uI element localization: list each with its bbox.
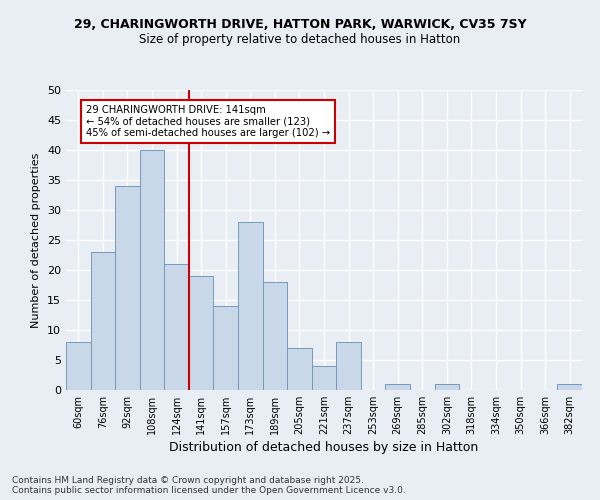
Text: 29, CHARINGWORTH DRIVE, HATTON PARK, WARWICK, CV35 7SY: 29, CHARINGWORTH DRIVE, HATTON PARK, WAR…	[74, 18, 526, 30]
Bar	[91, 252, 115, 390]
Bar	[312, 366, 336, 390]
Text: Size of property relative to detached houses in Hatton: Size of property relative to detached ho…	[139, 32, 461, 46]
Bar	[287, 348, 312, 390]
Bar	[263, 282, 287, 390]
Bar	[385, 384, 410, 390]
Text: Contains HM Land Registry data © Crown copyright and database right 2025.
Contai: Contains HM Land Registry data © Crown c…	[12, 476, 406, 495]
X-axis label: Distribution of detached houses by size in Hatton: Distribution of detached houses by size …	[169, 441, 479, 454]
Y-axis label: Number of detached properties: Number of detached properties	[31, 152, 41, 328]
Bar	[557, 384, 582, 390]
Bar	[238, 222, 263, 390]
Bar	[140, 150, 164, 390]
Bar	[189, 276, 214, 390]
Bar	[164, 264, 189, 390]
Bar	[214, 306, 238, 390]
Bar	[66, 342, 91, 390]
Bar	[115, 186, 140, 390]
Text: 29 CHARINGWORTH DRIVE: 141sqm
← 54% of detached houses are smaller (123)
45% of : 29 CHARINGWORTH DRIVE: 141sqm ← 54% of d…	[86, 105, 330, 138]
Bar	[336, 342, 361, 390]
Bar	[434, 384, 459, 390]
